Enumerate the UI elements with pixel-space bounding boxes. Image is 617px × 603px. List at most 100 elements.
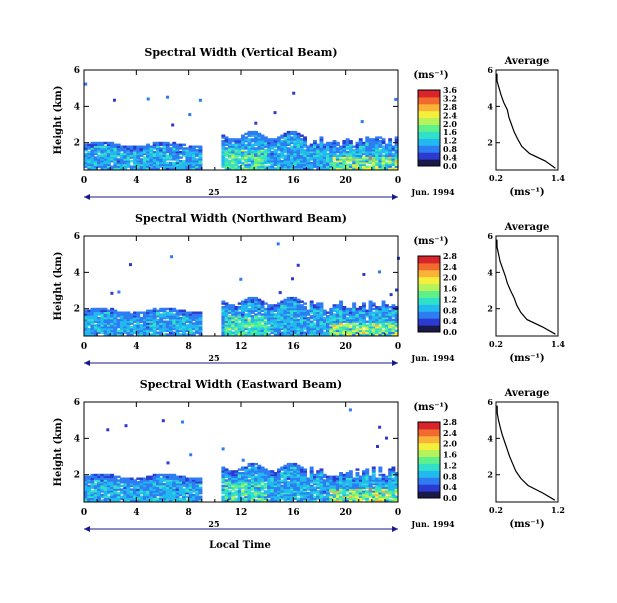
heatmap-cell bbox=[106, 149, 111, 152]
heatmap-cell bbox=[388, 320, 393, 323]
heatmap-cell bbox=[362, 329, 366, 332]
heatmap-cell bbox=[277, 165, 281, 168]
heatmap-cell bbox=[224, 481, 229, 484]
heatmap-cell bbox=[348, 147, 353, 150]
heatmap-cell bbox=[116, 152, 121, 156]
heatmap-cell bbox=[339, 316, 343, 320]
heatmap-cell bbox=[286, 481, 291, 484]
heatmap-cell bbox=[124, 424, 128, 428]
heatmap-cell bbox=[116, 165, 121, 168]
heatmap-cell bbox=[195, 484, 200, 488]
heatmap-cell bbox=[133, 482, 137, 486]
heatmap-cell bbox=[254, 306, 258, 309]
heatmap-cell bbox=[93, 324, 98, 327]
heatmap-cell bbox=[319, 160, 324, 163]
heatmap-cell bbox=[355, 481, 360, 484]
heatmap-cell bbox=[152, 313, 157, 316]
heatmap-cell bbox=[257, 490, 262, 493]
colorbar-tick-label: 0.0 bbox=[443, 327, 457, 337]
heatmap-cell bbox=[283, 158, 288, 161]
heatmap-cell bbox=[267, 482, 272, 486]
heatmap-cell bbox=[231, 147, 236, 150]
heatmap-cell bbox=[309, 311, 314, 314]
heatmap-cell bbox=[283, 156, 288, 159]
heatmap-cell bbox=[371, 490, 376, 493]
heatmap-cell bbox=[270, 470, 275, 473]
heatmap-cell bbox=[234, 140, 239, 143]
heatmap-cell bbox=[267, 306, 272, 309]
heatmap-cell bbox=[280, 484, 285, 488]
x-tick-label: 0 bbox=[81, 508, 87, 518]
heatmap-cell bbox=[286, 149, 291, 152]
heatmap-cell bbox=[290, 464, 294, 468]
heatmap-cell bbox=[329, 326, 334, 329]
heatmap-cell bbox=[182, 322, 186, 325]
heatmap-cell bbox=[286, 165, 291, 168]
heatmap-cell bbox=[159, 493, 164, 497]
heatmap-cell bbox=[178, 497, 183, 500]
heatmap-cell bbox=[152, 484, 157, 488]
heatmap-cell bbox=[139, 499, 144, 502]
heatmap-cell bbox=[234, 318, 239, 322]
heatmap-cell bbox=[358, 160, 363, 163]
heatmap-cell bbox=[159, 473, 164, 477]
heatmap-cell bbox=[100, 147, 105, 150]
heatmap-cell bbox=[342, 147, 347, 150]
heatmap-cell bbox=[188, 165, 193, 168]
heatmap-cell bbox=[270, 488, 275, 491]
heatmap-cell bbox=[375, 486, 379, 489]
heatmap-cell bbox=[394, 479, 399, 482]
heatmap-cell bbox=[100, 141, 105, 145]
heatmap-cell bbox=[129, 154, 134, 157]
heatmap-cell bbox=[365, 320, 370, 323]
heatmap-cell bbox=[126, 154, 131, 157]
heatmap-cell bbox=[326, 316, 330, 320]
heatmap-cell bbox=[326, 167, 330, 170]
heatmap-cell bbox=[306, 156, 311, 159]
heatmap-cell bbox=[368, 161, 373, 165]
heatmap-cell bbox=[254, 492, 258, 495]
heatmap-cell bbox=[348, 307, 353, 311]
heatmap-cell bbox=[182, 484, 186, 488]
heatmap-cell bbox=[394, 163, 399, 166]
heatmap-cell bbox=[113, 149, 118, 152]
heatmap-cell bbox=[365, 470, 370, 473]
heatmap-cell bbox=[381, 475, 386, 478]
heatmap-cell bbox=[273, 479, 278, 482]
heatmap-cell bbox=[365, 324, 370, 327]
y-tick-label: 4 bbox=[74, 268, 80, 278]
heatmap-cell bbox=[231, 149, 236, 152]
heatmap-cell bbox=[303, 315, 307, 318]
heatmap-cell bbox=[368, 313, 373, 316]
heatmap-cell bbox=[123, 150, 128, 154]
heatmap-cell bbox=[182, 313, 186, 316]
heatmap-cell bbox=[280, 497, 285, 500]
heatmap-cell bbox=[283, 165, 288, 168]
heatmap-cell bbox=[339, 149, 343, 152]
heatmap-cell bbox=[165, 333, 170, 336]
heatmap-cell bbox=[221, 302, 226, 305]
heatmap-cell bbox=[273, 490, 278, 493]
heatmap-cell bbox=[129, 481, 134, 484]
heatmap-cell bbox=[381, 492, 386, 495]
heatmap-cell bbox=[319, 479, 324, 482]
heatmap-cell bbox=[319, 136, 324, 139]
heatmap-cell bbox=[103, 150, 108, 154]
heatmap-cell bbox=[290, 486, 294, 489]
heatmap-cell bbox=[313, 324, 317, 327]
heatmap-cell bbox=[375, 318, 379, 322]
heatmap-cell bbox=[237, 468, 242, 471]
heatmap-cell bbox=[237, 499, 242, 502]
heatmap-cell bbox=[355, 315, 360, 318]
heatmap-cell bbox=[106, 488, 111, 491]
heatmap-cell bbox=[309, 475, 314, 478]
heatmap-cell bbox=[326, 499, 330, 502]
heatmap-cell bbox=[371, 482, 376, 486]
heatmap-cell bbox=[319, 304, 324, 307]
heatmap-cell bbox=[381, 163, 386, 166]
heatmap-cell bbox=[97, 499, 101, 502]
heatmap-cell bbox=[97, 479, 101, 482]
heatmap-cell bbox=[175, 329, 180, 332]
heatmap-cell bbox=[296, 149, 301, 152]
heatmap-cell bbox=[172, 475, 177, 478]
